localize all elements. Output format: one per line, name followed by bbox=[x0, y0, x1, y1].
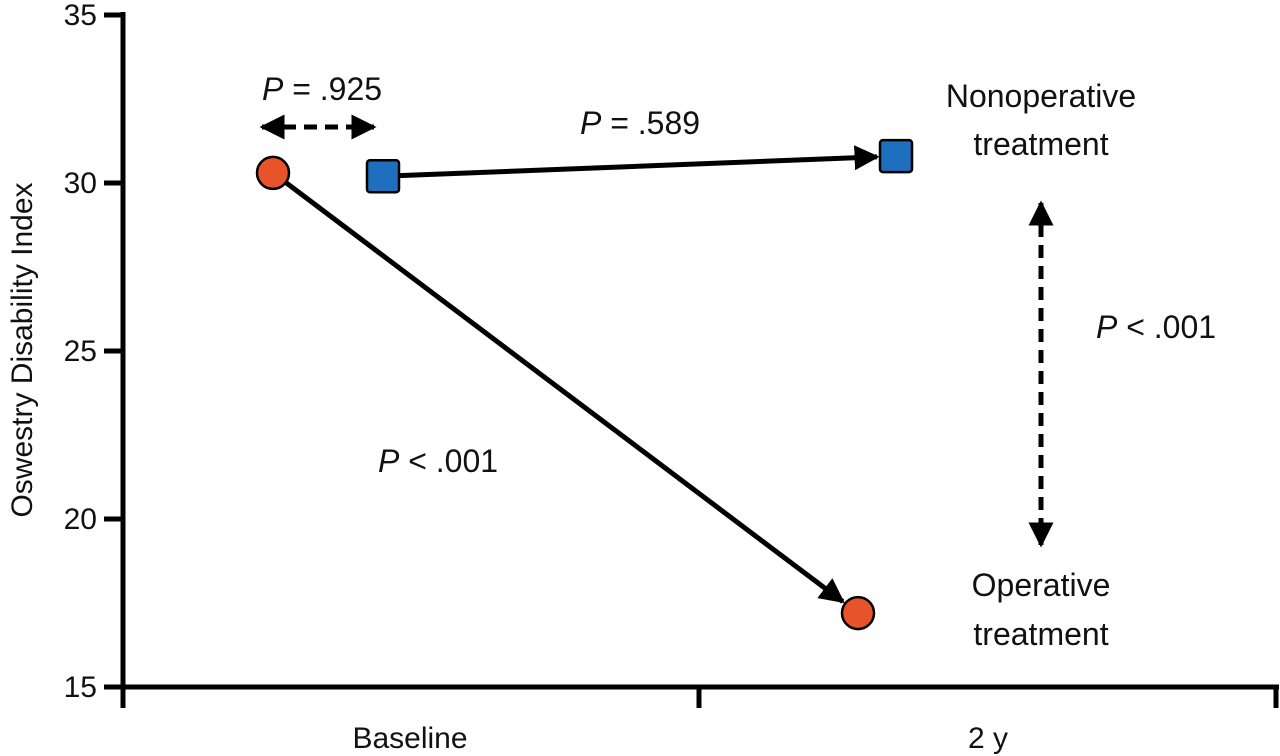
x-tick-label-2y: 2 y bbox=[968, 722, 1008, 755]
label-nonoperative-line2: treatment bbox=[973, 126, 1108, 162]
y-tick-label: 35 bbox=[64, 0, 97, 32]
series-line-operative bbox=[284, 180, 845, 604]
y-ticks: 15 20 25 30 35 bbox=[64, 0, 123, 704]
p-value-two-year-comparison: P < .001 bbox=[1096, 309, 1216, 345]
p-value-nonoperative-change: P = .589 bbox=[580, 105, 700, 141]
label-nonoperative: Nonoperative bbox=[946, 78, 1136, 114]
y-axis-title: Oswestry Disability Index bbox=[6, 182, 39, 517]
operative-point-2y bbox=[840, 595, 876, 631]
y-tick-label: 15 bbox=[64, 671, 97, 704]
label-operative-line2: treatment bbox=[973, 616, 1108, 652]
operative-point-baseline bbox=[255, 155, 291, 191]
markers bbox=[255, 138, 914, 631]
y-tick-label: 30 bbox=[64, 167, 97, 200]
y-tick-label: 25 bbox=[64, 335, 97, 368]
series-lines bbox=[284, 145, 880, 604]
label-operative: Operative bbox=[972, 567, 1111, 603]
series-line-nonoperative bbox=[398, 145, 880, 179]
y-tick-label: 20 bbox=[64, 503, 97, 536]
nonoperative-point-baseline bbox=[365, 159, 401, 194]
nonoperative-point-2y bbox=[878, 138, 914, 174]
x-tick-label-baseline: Baseline bbox=[352, 722, 467, 755]
p-value-operative-change: P < .001 bbox=[378, 443, 498, 479]
p-value-baseline-comparison: P = .925 bbox=[262, 71, 382, 107]
